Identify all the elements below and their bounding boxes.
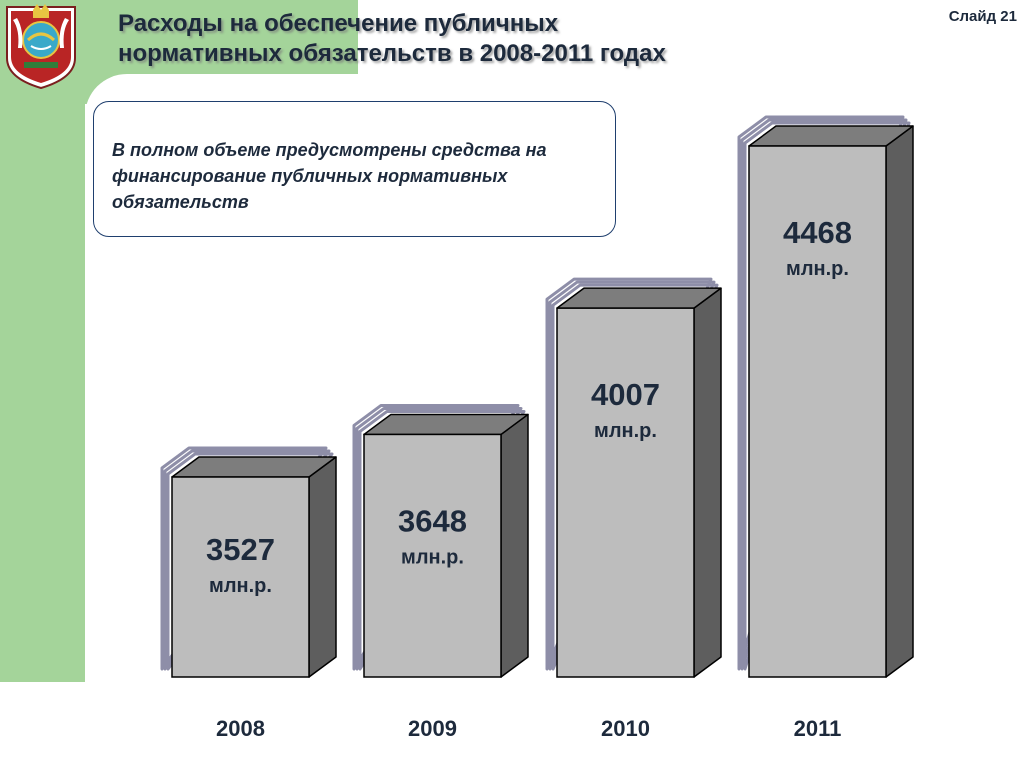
year-label-2010: 2010 [601, 716, 650, 741]
value-label-2010: 4007 [591, 377, 660, 412]
bar-2009 [363, 433, 502, 678]
year-label-2009: 2009 [408, 716, 457, 741]
value-label-2009: 3648 [398, 503, 467, 538]
year-label-2008: 2008 [216, 716, 265, 741]
value-label-2008: 3527 [206, 532, 275, 567]
bar-top-2010 [556, 287, 722, 309]
bar-side-2010 [693, 287, 722, 678]
bar-2008 [171, 476, 310, 678]
bar-2010 [556, 307, 695, 678]
coat-of-arms-icon [6, 4, 76, 90]
bar-top-2008 [171, 456, 337, 478]
bar-side-2011 [885, 125, 914, 678]
green-side-band [0, 0, 85, 682]
bar-top-2009 [363, 413, 529, 436]
slide-number: Слайд 21 [948, 8, 1017, 25]
year-label-2011: 2011 [794, 716, 842, 741]
bar-side-2008 [308, 456, 337, 678]
unit-label-2008: млн.р. [209, 575, 272, 597]
bar-2011 [748, 145, 887, 678]
slide-title-line-2: нормативных обязательств в 2008-2011 год… [118, 40, 666, 67]
slide-title-line-1: Расходы на обеспечение публичных [118, 10, 559, 37]
note-callout: В полном объеме предусмотрены средства н… [93, 101, 616, 237]
unit-label-2010: млн.р. [594, 420, 657, 442]
unit-label-2011: млн.р. [786, 258, 849, 280]
bar-side-2009 [500, 413, 529, 678]
unit-label-2009: млн.р. [401, 546, 464, 568]
bar-top-2011 [748, 125, 914, 147]
value-label-2011: 4468 [783, 215, 852, 250]
slide-title: Расходы на обеспечение публичных нормати… [118, 9, 666, 69]
